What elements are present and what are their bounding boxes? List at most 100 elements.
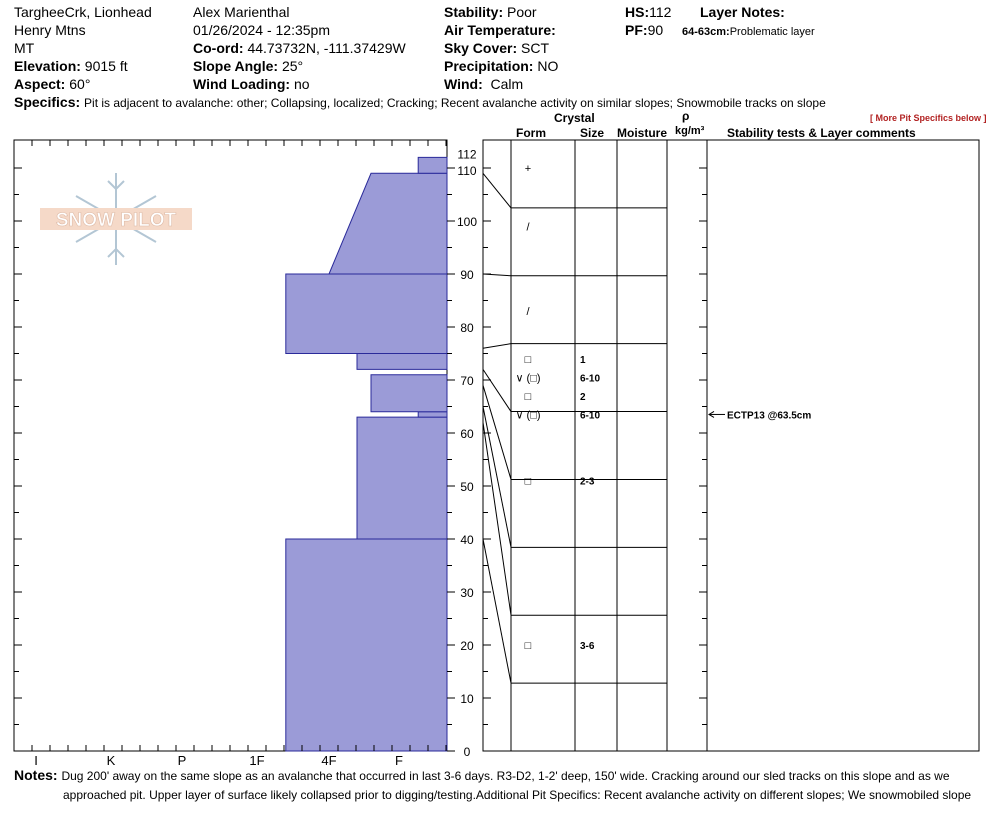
grain-form: □	[525, 640, 532, 652]
snowpilot-logo: SNOW PILOT	[40, 173, 192, 265]
hs-label: HS:	[625, 4, 650, 20]
grain-size: 6-10	[580, 410, 600, 421]
air-temp-label: Air Temperature:	[444, 22, 556, 38]
layer-connector	[482, 172, 512, 209]
hardness-label: K	[107, 753, 116, 768]
y-tick-label: 60	[460, 427, 474, 441]
layer-connector	[482, 385, 512, 480]
y-tick-label: 50	[460, 480, 474, 494]
grain-form: □	[525, 476, 532, 488]
stability-value: Poor	[507, 4, 537, 20]
sky-cover: Sky Cover: SCT	[444, 40, 549, 56]
hardness-bar	[285, 273, 448, 354]
grain-form: □	[525, 391, 532, 403]
state: MT	[14, 40, 35, 56]
grain-form: +	[525, 163, 531, 175]
layer-note-range: 64-63cm:	[682, 26, 730, 38]
notes-line1: Dug 200' away on the same slope as an av…	[61, 769, 950, 783]
stability-label: Stability:	[444, 4, 504, 20]
hardness-bar	[328, 172, 448, 275]
col-density-unit: kg/m³	[675, 125, 705, 137]
aspect: Aspect: 60°	[14, 76, 90, 92]
hardness-bar	[417, 411, 448, 418]
slope-value: 25°	[281, 58, 304, 74]
layer-connector	[482, 406, 512, 548]
layer-connector	[482, 422, 512, 616]
range: Henry Mtns	[14, 22, 86, 38]
grain-size: 6-10	[580, 373, 600, 384]
grain-form: ∨ (□)	[515, 409, 540, 421]
observer: Alex Marienthal	[193, 4, 290, 20]
col-stability: Stability tests & Layer comments	[727, 126, 916, 140]
notes: Notes: Dug 200' away on the same slope a…	[14, 767, 950, 784]
grain-form: □	[525, 354, 532, 366]
hardness-label: 1F	[249, 753, 264, 768]
pf-value: 90	[647, 22, 664, 38]
elevation-value: 9015 ft	[84, 58, 128, 74]
wind-loading-value: no	[293, 76, 310, 92]
layer-notes-label: Layer Notes:	[700, 4, 785, 20]
layer-frame	[482, 139, 980, 752]
coord-label: Co-ord:	[193, 40, 244, 56]
layer-note: 64-63cm:Problematic layer	[682, 24, 815, 40]
y-tick-label: 112	[457, 147, 476, 161]
sky-label: Sky Cover:	[444, 40, 518, 56]
air-temperature: Air Temperature:	[444, 22, 556, 38]
more-specifics-link[interactable]: [ More Pit Specifics below ]	[870, 113, 987, 123]
col-crystal: Crystal	[554, 111, 595, 125]
logo-text: SNOW PILOT	[56, 210, 177, 231]
stability-arrowhead	[708, 411, 715, 418]
layer-panel	[482, 139, 980, 752]
notes-label: Notes:	[14, 767, 58, 783]
hardness-label: I	[34, 753, 38, 768]
precipitation: Precipitation: NO	[444, 58, 558, 74]
grain-size: 1	[580, 355, 586, 366]
specifics-text: Pit is adjacent to avalanche: other; Col…	[84, 96, 826, 110]
hardness-bar	[356, 353, 448, 370]
precip-value: NO	[537, 58, 559, 74]
col-size: Size	[580, 126, 605, 140]
y-tick-label: 110	[457, 164, 476, 178]
pf: PF:90	[625, 22, 663, 38]
sky-value: SCT	[521, 40, 550, 56]
col-rho: ρ	[682, 109, 690, 123]
layer-connector	[482, 273, 512, 277]
slope-label: Slope Angle:	[193, 58, 279, 74]
wind-loading-label: Wind Loading:	[193, 76, 291, 92]
precip-label: Precipitation:	[444, 58, 534, 74]
grain-size: 2	[580, 392, 586, 403]
col-moisture: Moisture	[617, 126, 668, 140]
hardness-label: P	[178, 753, 187, 768]
grain-size: 2-3	[580, 477, 595, 488]
hs: HS:112	[625, 4, 671, 20]
pf-label: PF:	[625, 22, 648, 38]
layer-note-text: Problematic layer	[729, 26, 815, 38]
y-tick-label: 20	[460, 639, 474, 653]
aspect-value: 60°	[69, 76, 91, 92]
hardness-bar	[417, 156, 448, 174]
grain-size: 3-6	[580, 641, 595, 652]
y-tick-label: 90	[460, 268, 474, 282]
layer-connector	[482, 369, 512, 412]
y-tick-label: 30	[460, 586, 474, 600]
hardness-bar	[370, 374, 448, 413]
wind: Wind: Calm	[444, 76, 523, 92]
coord-value: 44.73732N, -111.37429W	[247, 40, 406, 56]
grain-form: /	[526, 306, 530, 318]
specifics-label: Specifics:	[14, 94, 81, 110]
notes-line2: approached pit. Upper layer of surface l…	[63, 788, 972, 802]
stability: Stability: Poor	[444, 4, 537, 20]
elevation: Elevation: 9015 ft	[14, 58, 128, 74]
layer-connector	[482, 343, 512, 349]
coordinates: Co-ord: 44.73732N, -111.37429W	[193, 40, 406, 56]
hs-value: 112	[649, 4, 672, 20]
hardness-label: F	[395, 753, 403, 768]
hardness-label: 4F	[321, 753, 336, 768]
datetime: 01/26/2024 - 12:35pm	[193, 22, 330, 38]
hardness-bar	[285, 538, 448, 752]
y-tick-label: 40	[460, 533, 474, 547]
slope-angle: Slope Angle: 25°	[193, 58, 303, 74]
stability-test-label: ECTP13 @63.5cm	[727, 410, 811, 421]
aspect-label: Aspect:	[14, 76, 66, 92]
